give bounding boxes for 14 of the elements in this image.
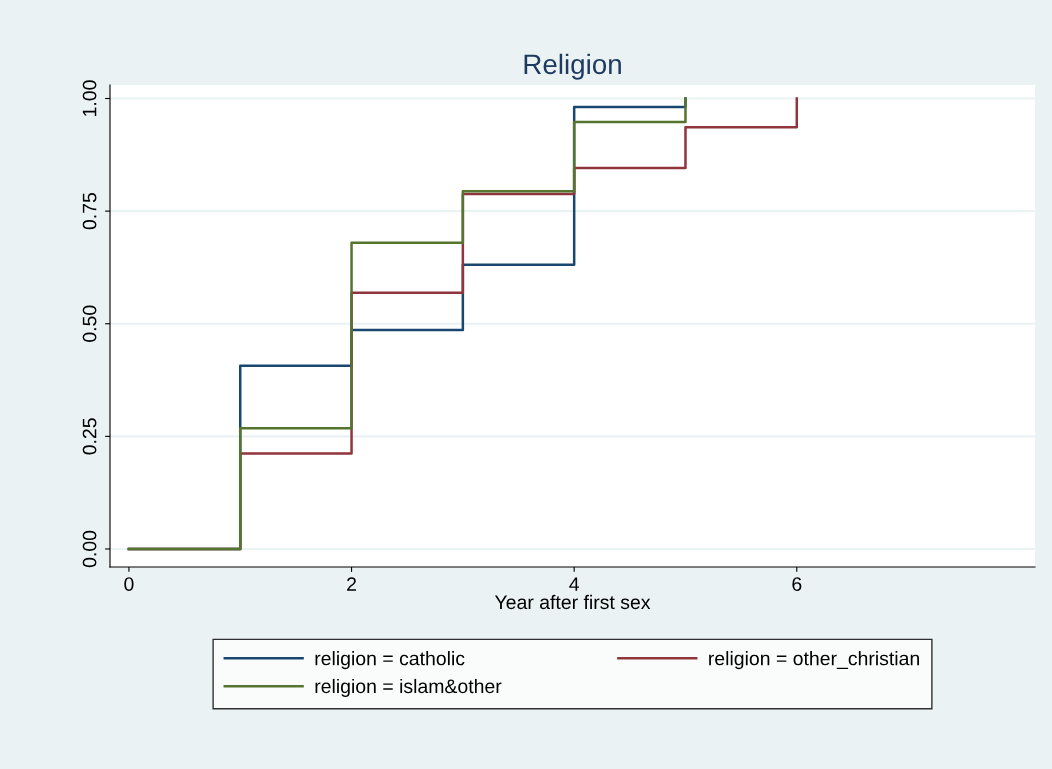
y-tick-label: 0.00 xyxy=(82,530,97,568)
y-tick-label: 0.25 xyxy=(82,418,97,455)
chart-title: Religion xyxy=(524,53,621,80)
y-tick-label: 0.75 xyxy=(82,193,97,230)
y-tick-label: 0.50 xyxy=(82,305,97,342)
x-tick-label: 2 xyxy=(347,577,356,591)
legend-label: religion = other_christian xyxy=(709,651,919,670)
x-tick-label: 4 xyxy=(569,577,580,591)
legend-label: religion = islam&other xyxy=(315,678,502,698)
x-tick-label: 0 xyxy=(124,577,134,591)
y-tick-label: 1.00 xyxy=(82,80,97,116)
x-tick-label: 6 xyxy=(792,577,802,591)
x-axis-title: Year after first sex xyxy=(494,594,651,610)
legend-label: religion = catholic xyxy=(315,651,465,670)
